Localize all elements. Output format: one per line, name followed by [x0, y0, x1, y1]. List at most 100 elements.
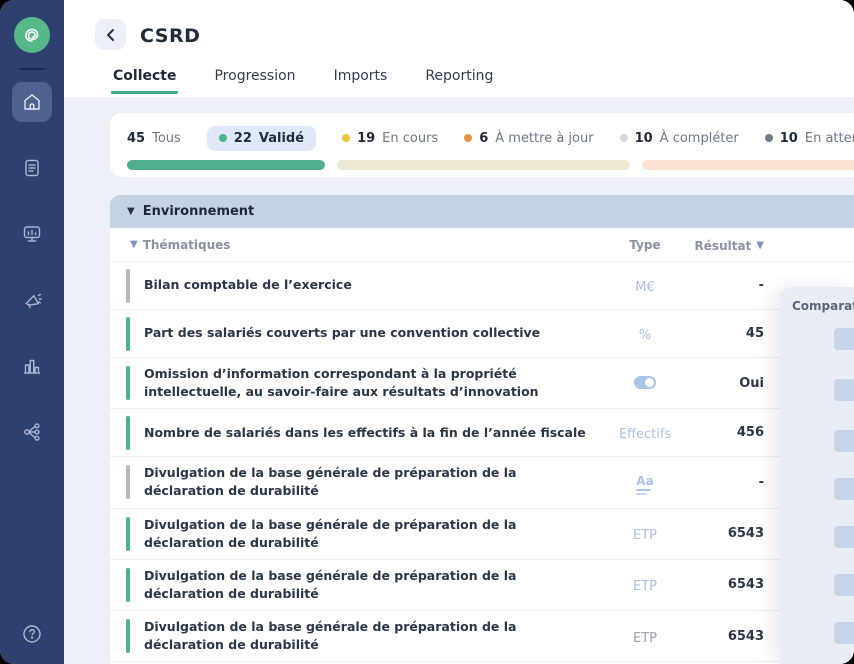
collapse-triangle-icon: ▼ [127, 205, 135, 217]
comparatif-title: Comparatif [792, 299, 854, 313]
filter-à-compléter[interactable]: 10 À compléter [619, 130, 739, 146]
filter-all[interactable]: 45 Tous [127, 131, 181, 146]
toggle-icon [634, 375, 656, 389]
row-label: Nombre de salariés dans les effectifs à … [144, 424, 586, 440]
row-result: - [758, 278, 764, 293]
sidebar-item-dashboard[interactable] [12, 214, 52, 254]
row-status-bar [126, 366, 130, 401]
table-row[interactable]: Part des salariés couverts par une conve… [110, 310, 854, 358]
comparatif-placeholder [834, 379, 854, 401]
row-result: 456 [736, 425, 764, 441]
thematics-table: ▼ Thématiques Type Résultat ▼ [110, 228, 854, 664]
filter-label: À compléter [659, 130, 739, 146]
row-type-cell: Effectifs [600, 423, 690, 442]
main-area: CSRD Collecte Progression Imports Reporting… [64, 0, 854, 664]
filter-en-cours[interactable]: 19 En cours [342, 131, 438, 146]
filter-label: Validé [258, 130, 305, 146]
row-result: - [758, 474, 764, 490]
organization-icon [24, 423, 40, 441]
filter-count: 10 [634, 130, 653, 146]
table-row[interactable]: Divulgation de la base générale de prépa… [110, 508, 854, 560]
sort-triangle-icon: ▼ [756, 240, 764, 251]
comparatif-placeholder [834, 526, 854, 548]
comparatif-panel: Comparatif [780, 287, 854, 664]
filter-à-mettre-à-jour[interactable]: 6 À mettre à jour [464, 130, 594, 146]
row-type-cell: Aa [600, 470, 690, 495]
filter-count: 19 [357, 130, 376, 146]
tab-imports[interactable]: Imports [333, 68, 388, 84]
tab-progression[interactable]: Progression [214, 68, 296, 84]
status-dot-icon [464, 134, 473, 142]
top-bar: CSRD Collecte Progression Imports Reporting [64, 0, 854, 97]
row-type-cell: M€ [600, 276, 690, 295]
environment-section-header[interactable]: ▼ Environnement [110, 195, 854, 228]
back-button[interactable] [95, 19, 126, 50]
filter-all-count: 45 [127, 130, 146, 146]
row-status-bar [126, 567, 130, 602]
tab-collecte[interactable]: Collecte [110, 68, 179, 94]
sidebar-nav [12, 82, 52, 452]
row-status-bar [126, 516, 130, 551]
comparatif-placeholder [834, 478, 854, 500]
sidebar-item-analytics[interactable] [12, 346, 52, 386]
row-type-cell: ETP [600, 524, 690, 543]
help-icon[interactable] [12, 614, 52, 654]
chevron-left-icon [106, 28, 114, 41]
comparatif-placeholder [834, 430, 854, 452]
page-title: CSRD [140, 25, 201, 47]
thematics-sort[interactable]: ▼ Thématiques [130, 238, 230, 252]
sort-triangle-icon: ▼ [130, 238, 138, 250]
filter-validé[interactable]: 22 Validé [206, 125, 317, 151]
table-header-row: ▼ Thématiques Type Résultat ▼ [110, 228, 854, 262]
row-type-cell: ETP [600, 575, 690, 594]
progress-segment [127, 160, 325, 170]
sidebar-item-documents[interactable] [12, 148, 52, 188]
filter-count: 22 [233, 130, 252, 146]
result-sort[interactable]: Résultat ▼ [695, 239, 764, 253]
sidebar-item-home[interactable] [12, 82, 52, 122]
table-body: Bilan comptable de l’exercice M€ - Part … [110, 262, 854, 664]
filter-count: 6 [479, 130, 489, 146]
type-label: Effectifs [618, 427, 672, 443]
filter-label: En cours [382, 130, 439, 146]
type-label: M€ [635, 280, 655, 295]
filter-count: 10 [779, 130, 798, 146]
row-result: 6543 [727, 577, 764, 593]
type-label: ETP [633, 579, 657, 595]
home-icon [24, 94, 40, 110]
table-row[interactable] [110, 662, 854, 664]
text-format-icon: Aa [636, 475, 654, 495]
row-type-cell: % [600, 324, 690, 343]
comparatif-placeholder [834, 622, 854, 644]
comparatif-placeholder [834, 328, 854, 350]
row-status-bar [126, 268, 130, 303]
dashboard-icon [23, 226, 41, 242]
documents-icon [25, 159, 39, 177]
table-row[interactable]: Bilan comptable de l’exercice M€ - [110, 262, 854, 310]
table-row[interactable]: Divulgation de la base générale de prépa… [110, 611, 854, 663]
result-column-header: Résultat [694, 239, 752, 253]
status-summary-card: 45 Tous 22 Validé 19 En cours 6 À mettre à jo… [110, 113, 854, 177]
environment-section-title: Environnement [142, 204, 255, 219]
sidebar [0, 0, 64, 664]
tab-reporting[interactable]: Reporting [425, 68, 494, 84]
status-filter-row: 45 Tous 22 Validé 19 En cours 6 À mettre à jo… [127, 124, 854, 152]
sidebar-item-announcements[interactable] [12, 280, 52, 320]
comparatif-placeholder [834, 574, 854, 596]
table-row[interactable]: Nombre de salariés dans les effectifs à … [110, 409, 854, 458]
tab-bar: Collecte Progression Imports Reporting [110, 68, 494, 94]
app-logo-icon[interactable] [14, 17, 50, 53]
thematics-column-header: Thématiques [142, 237, 231, 252]
table-row[interactable]: Divulgation de la base générale de prépa… [110, 559, 854, 611]
row-status-bar [126, 415, 130, 450]
type-label: ETP [633, 528, 657, 544]
filter-en-attente[interactable]: 10 En attente [764, 130, 854, 146]
status-dot-icon [218, 134, 227, 142]
table-row[interactable]: Omission d’information correspondant à l… [110, 358, 854, 410]
row-result: 45 [745, 326, 764, 341]
sidebar-item-organization[interactable] [12, 412, 52, 452]
filter-label: En attente [804, 130, 854, 146]
table-row[interactable]: Divulgation de la base générale de prépa… [110, 457, 854, 509]
status-dot-icon [342, 134, 351, 142]
row-label: Divulgation de la base générale de prépa… [144, 516, 517, 550]
